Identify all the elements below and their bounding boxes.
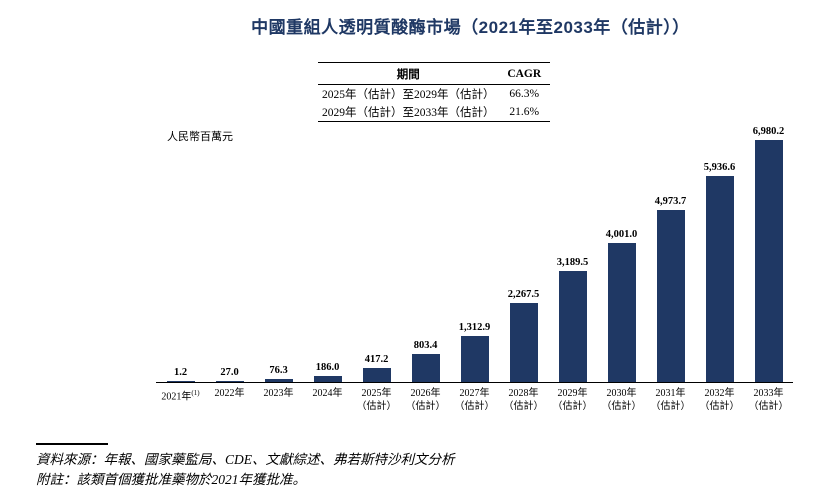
bar-value-label: 5,936.6: [703, 162, 736, 173]
bar: [166, 381, 195, 382]
bar-group: 417.2: [352, 120, 401, 382]
bar: [509, 303, 538, 382]
bar: [607, 243, 636, 382]
cagr-cell: 21.6%: [509, 106, 540, 118]
x-axis-tick-label: 2031年 （估計）: [650, 388, 691, 412]
bar: [313, 376, 342, 382]
x-axis-line: [156, 382, 793, 383]
period-cell: 2029年（估計）至2033年（估計）: [322, 107, 495, 119]
bar-group: 76.3: [254, 120, 303, 382]
x-axis-tick-label: 2023年: [263, 388, 294, 399]
page-title: 中國重組人透明質酸酶市場（2021年至2033年（估計））: [0, 13, 817, 38]
bar-group: 4,973.7: [646, 120, 695, 382]
bar-group: 803.4: [401, 120, 450, 382]
period-cell: 2025年（估計）至2029年（估計）: [322, 89, 495, 101]
bar-group: 27.0: [205, 120, 254, 382]
x-axis-tick-label: 2027年 （估計）: [454, 388, 495, 412]
bar-group: 5,936.6: [695, 120, 744, 382]
bar: [656, 210, 685, 382]
bar-value-label: 3,189.5: [556, 257, 589, 268]
x-axis-tick-label: 2032年 （估計）: [699, 388, 740, 412]
footnote-marker: (1): [191, 389, 200, 397]
bar-group: 6,980.2: [744, 120, 793, 382]
bar-value-label: 803.4: [413, 340, 438, 351]
chart-title-text: 中國重組人透明質酸酶市場（2021年至2033年（估計））: [251, 18, 690, 37]
bar-value-label: 1,312.9: [458, 322, 491, 333]
x-axis-tick-label: 2026年 （估計）: [405, 388, 446, 412]
cagr-table-header-period: 期間: [318, 62, 499, 85]
bar-value-label: 2,267.5: [507, 289, 540, 300]
bar-value-label: 1.2: [173, 367, 188, 378]
bar-value-label: 186.0: [315, 362, 340, 373]
bar: [264, 379, 293, 382]
bar-group: 3,189.5: [548, 120, 597, 382]
y-axis-unit-label: 人民幣百萬元: [167, 131, 233, 143]
x-axis-labels: 2021年(1) 2022年 2023年 2024年 2025年 （估計） 2026年 （估計…: [156, 387, 793, 413]
bar: [705, 176, 734, 382]
x-axis-tick-label: 2024年: [312, 388, 343, 399]
bar: [754, 140, 783, 382]
x-axis-tick-label: 2021年(1): [161, 389, 200, 403]
bar-value-label: 417.2: [364, 354, 389, 365]
bar-value-label: 6,980.2: [752, 126, 785, 137]
bar: [558, 271, 587, 382]
bar-value-label: 4,001.0: [605, 229, 638, 240]
table-row: 2029年（估計）至2033年（估計） 21.6%: [318, 103, 550, 122]
x-axis-tick-label: 2030年 （估計）: [601, 388, 642, 412]
bar-group: 4,001.0: [597, 120, 646, 382]
cagr-table-header-row: 期間 CAGR: [318, 62, 550, 85]
bar-group: 1,312.9: [450, 120, 499, 382]
bar: [411, 354, 440, 382]
bar-group: 2,267.5: [499, 120, 548, 382]
bar: [362, 368, 391, 382]
x-axis-tick-label: 2033年 （估計）: [748, 388, 789, 412]
cagr-table-header-cagr: CAGR: [498, 62, 550, 85]
bar: [215, 381, 244, 382]
table-row: 2025年（估計）至2029年（估計） 66.3%: [318, 85, 550, 104]
bar-value-label: 76.3: [269, 365, 288, 376]
x-axis-tick-label: 2029年 （估計）: [552, 388, 593, 412]
footer: 資料來源：年報、國家藥監局、CDE、文獻綜述、弗若斯特沙利文分析 附註：該類首個…: [36, 443, 455, 490]
bar-group: 186.0: [303, 120, 352, 382]
cagr-table: 期間 CAGR 2025年（估計）至2029年（估計） 66.3% 2029年（…: [318, 62, 550, 122]
x-axis-tick-label: 2028年 （估計）: [503, 388, 544, 412]
bar-group: 1.2: [156, 120, 205, 382]
bar: [460, 336, 489, 382]
bar-value-label: 27.0: [220, 367, 239, 378]
x-axis-tick-label: 2025年 （估計）: [356, 388, 397, 412]
note-line: 附註：該類首個獲批准藥物於2021年獲批准。: [36, 472, 306, 487]
bar-value-label: 4,973.7: [654, 196, 687, 207]
cagr-cell: 66.3%: [509, 88, 540, 100]
bar-chart: 1.2 27.0 76.3 186.0 417.2 803.4 1,312.9 2,267.5…: [156, 120, 793, 382]
x-axis-tick-label: 2022年: [214, 388, 245, 399]
footnote-separator: [36, 443, 108, 445]
source-line: 資料來源：年報、國家藥監局、CDE、文獻綜述、弗若斯特沙利文分析: [36, 452, 455, 467]
